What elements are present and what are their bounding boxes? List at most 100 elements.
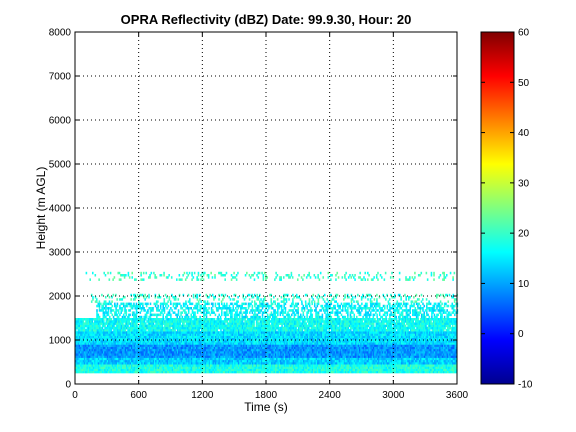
heatmap-cell [232,348,235,352]
heatmap-cell [227,364,230,367]
heatmap-cell [147,337,150,341]
heatmap-cell [399,355,402,358]
heatmap-cell [90,348,92,352]
heatmap-cell [90,359,92,363]
heatmap-cell [358,370,361,374]
heatmap-cell [143,335,146,339]
heatmap-cell [123,355,125,358]
heatmap-cell [449,342,451,345]
heatmap-cell [399,353,402,356]
heatmap-cell [118,353,120,356]
heatmap-cell [334,359,337,363]
heatmap-cell [400,370,403,374]
heatmap-cell [430,344,432,347]
heatmap-cell [274,364,277,367]
heatmap-cell [101,346,104,350]
heatmap-cell [295,342,297,345]
heatmap-cell [323,351,325,354]
heatmap-cell [409,348,412,352]
heatmap-cell [117,359,119,363]
heatmap-cell [264,353,267,356]
heatmap-cell [319,353,322,356]
heatmap-cell [434,351,436,354]
heatmap-cell [425,351,427,354]
heatmap-cell [217,357,220,361]
heatmap-cell [153,351,156,354]
heatmap-cell [199,359,202,363]
heatmap-cell [95,362,97,365]
heatmap-cell [221,340,223,343]
heatmap-cell [394,364,397,367]
heatmap-cell [146,366,148,369]
heatmap-cell [201,340,203,343]
heatmap-cell [216,362,218,365]
heatmap-cell [297,359,300,363]
heatmap-cell [178,353,180,356]
heatmap-cell [325,370,328,374]
heatmap-cell [197,348,199,352]
heatmap-cell [132,370,134,374]
heatmap-cell [194,344,197,347]
heatmap-cell [254,351,257,354]
heatmap-cell [272,348,274,352]
heatmap-cell [153,342,156,345]
heatmap-cell [254,335,257,339]
heatmap-cell [165,342,167,345]
heatmap-cell [334,344,337,347]
heatmap-cell [323,342,325,345]
heatmap-cell [231,368,234,372]
heatmap-cell [327,370,329,374]
heatmap-cell [448,337,450,341]
heatmap-cell [156,344,159,347]
heatmap-cell [453,362,455,365]
heatmap-cell [152,366,155,369]
heatmap-cell [385,337,388,341]
heatmap-cell [430,340,432,343]
heatmap-cell [339,337,342,341]
heatmap-cell [454,366,457,369]
heatmap-cell [222,340,225,343]
heatmap-cell [386,357,389,361]
heatmap-cell [184,362,187,365]
heatmap-cell [164,353,166,356]
heatmap-cell [90,364,92,367]
heatmap-cell [99,353,101,356]
heatmap-cell [413,346,416,350]
heatmap-cell [411,357,413,361]
heatmap-cell [183,362,185,365]
heatmap-cell [361,344,364,347]
heatmap-cell [301,368,304,372]
heatmap-cell [309,335,311,339]
heatmap-cell [376,364,379,367]
heatmap-cell [113,368,115,372]
heatmap-cell [217,351,220,354]
heatmap-cell [355,364,357,367]
heatmap-cell [266,366,268,369]
heatmap-cell [432,340,435,343]
heatmap-cell [103,344,105,347]
heatmap-cell [350,337,352,341]
heatmap-cell [286,370,288,374]
heatmap-cell [426,348,429,352]
heatmap-cell [406,351,408,354]
heatmap-cell [450,355,453,358]
heatmap-cell [215,344,217,347]
heatmap-cell [449,355,451,358]
heatmap-cell [115,346,118,350]
heatmap-cell [213,370,216,374]
heatmap-cell [132,337,134,341]
heatmap-cell [167,366,170,369]
heatmap-cell [146,357,148,361]
heatmap-cell [287,368,290,372]
heatmap-cell [155,351,157,354]
heatmap-cell [234,362,236,365]
heatmap-cell [173,351,175,354]
heatmap-cell [276,337,278,341]
heatmap-cell [299,368,301,372]
heatmap-cell [148,348,151,352]
heatmap-cell [381,368,384,372]
heatmap-cell [360,344,362,347]
heatmap-cell [165,346,167,350]
heatmap-cell [400,357,403,361]
heatmap-cell [268,335,271,339]
